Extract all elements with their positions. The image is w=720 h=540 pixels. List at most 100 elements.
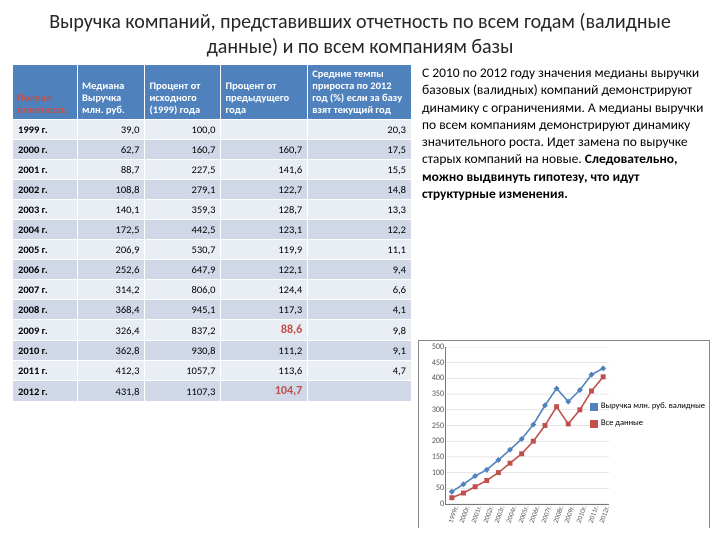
table-row: 2007 г.314,2806,0124,46,6 [13,280,412,300]
table-cell: 14,8 [308,180,412,200]
bottom-cutoff [0,528,720,540]
table-cell: 4,1 [308,300,412,320]
table-cell: 2004 г. [13,220,78,240]
table-cell: 945,1 [145,300,221,320]
table-cell: 9,1 [308,341,412,361]
table-row: 2001 г.88,7227,5141,615,5 [13,160,412,180]
y-tick-label: 250 [432,421,444,431]
table-row: 2000 г.62,7160,7160,717,5 [13,140,412,160]
table-cell: 368,4 [77,300,144,320]
table-cell: 4,7 [308,361,412,381]
table-cell: 2007 г. [13,280,78,300]
table-cell: 1999 г. [13,120,78,140]
table-cell: 9,4 [308,260,412,280]
table-cell: 412,3 [77,361,144,381]
table-row: 2011 г.412,31057,7113,64,7 [13,361,412,381]
table-cell: 20,3 [308,120,412,140]
col-header-avg-growth: Средние темпы прироста по 2012 год (%) е… [308,65,412,120]
table-cell: 2006 г. [13,260,78,280]
table-cell: 227,5 [145,160,221,180]
legend-label-2: Все данные [601,418,643,429]
table-cell: 252,6 [77,260,144,280]
table-cell: 123,1 [221,220,308,240]
table-cell: 206,9 [77,240,144,260]
table-cell: 647,9 [145,260,221,280]
table-cell: 108,8 [77,180,144,200]
table-cell: 359,3 [145,200,221,220]
chart-plot-area: 0501001502002503003504004505001999г.2000… [445,347,609,505]
table-cell: 2011 г. [13,361,78,381]
y-tick-label: 150 [432,452,444,462]
table-row: 2008 г.368,4945,1117,34,1 [13,300,412,320]
table-cell: 15,5 [308,160,412,180]
table-cell: 122,1 [221,260,308,280]
table-cell: 39,0 [77,120,144,140]
table-row: 2003 г.140,1359,3128,713,3 [13,200,412,220]
table-cell: 17,5 [308,140,412,160]
table-row: 2004 г.172,5442,5123,112,2 [13,220,412,240]
table-cell: 11,1 [308,240,412,260]
table-cell: 124,4 [221,280,308,300]
slide: Выручка компаний, представивших отчетнос… [0,0,720,540]
table-cell: 2005 г. [13,240,78,260]
table-cell: 13,3 [308,200,412,220]
y-tick-label: 200 [432,436,444,446]
table-cell: 160,7 [221,140,308,160]
table-cell: 122,7 [221,180,308,200]
col-header-pct-base: Процент от исходного (1999) года [145,65,221,120]
table-cell: 160,7 [145,140,221,160]
table-cell: 62,7 [77,140,144,160]
y-tick-label: 350 [432,389,444,399]
table-cell: 930,8 [145,341,221,361]
slide-title: Выручка компаний, представивших отчетнос… [0,0,720,64]
table-cell: 88,6 [221,320,308,341]
table-cell: 2001 г. [13,160,78,180]
table-cell: 530,7 [145,240,221,260]
table-row: 2012 г.431,81107,3104,7 [13,381,412,402]
table-cell: 2010 г. [13,341,78,361]
table-cell: 172,5 [77,220,144,240]
data-table: Полная отчетность Медиана Выручка млн. р… [12,64,412,402]
table-cell: 117,3 [221,300,308,320]
y-tick-label: 50 [436,483,444,493]
table-cell: 2008 г. [13,300,78,320]
table-cell: 2000 г. [13,140,78,160]
table-cell: 2012 г. [13,381,78,402]
table-cell: 9,8 [308,320,412,341]
table-cell: 279,1 [145,180,221,200]
y-tick-label: 500 [432,342,444,352]
table-cell: 2003 г. [13,200,78,220]
table-cell: 111,2 [221,341,308,361]
table-cell: 100,0 [145,120,221,140]
table-cell: 141,6 [221,160,308,180]
table-row: 2002 г.108,8279,1122,714,8 [13,180,412,200]
y-tick-label: 450 [432,358,444,368]
table-cell: 1057,7 [145,361,221,381]
legend-label-1: Выручка млн. руб. валидные [601,401,705,412]
y-tick-label: 400 [432,373,444,383]
col-header-full: Полная отчетность [13,65,78,120]
table-row: 2010 г.362,8930,8111,29,1 [13,341,412,361]
legend-swatch-1 [590,403,598,411]
table-cell: 128,7 [221,200,308,220]
chart-svg [446,347,609,504]
col-header-pct-prev: Процент от предыдущего года [221,65,308,120]
line-chart: 0501001502002503003504004505001999г.2000… [418,340,710,532]
table-cell: 12,2 [308,220,412,240]
table-cell: 362,8 [77,341,144,361]
table-cell: 113,6 [221,361,308,381]
legend-item-1: Выручка млн. руб. валидные [590,401,705,412]
table-cell: 119,9 [221,240,308,260]
table-row: 2005 г.206,9530,7119,911,1 [13,240,412,260]
table-cell: 140,1 [77,200,144,220]
col-header-median: Медиана Выручка млн. руб. [77,65,144,120]
legend-item-2: Все данные [590,418,705,429]
y-tick-label: 100 [432,468,444,478]
table-cell: 837,2 [145,320,221,341]
y-tick-label: 300 [432,405,444,415]
y-tick-label: 0 [440,499,444,509]
table-cell: 442,5 [145,220,221,240]
legend-swatch-2 [590,420,598,428]
table-cell [221,120,308,140]
table-cell: 88,7 [77,160,144,180]
